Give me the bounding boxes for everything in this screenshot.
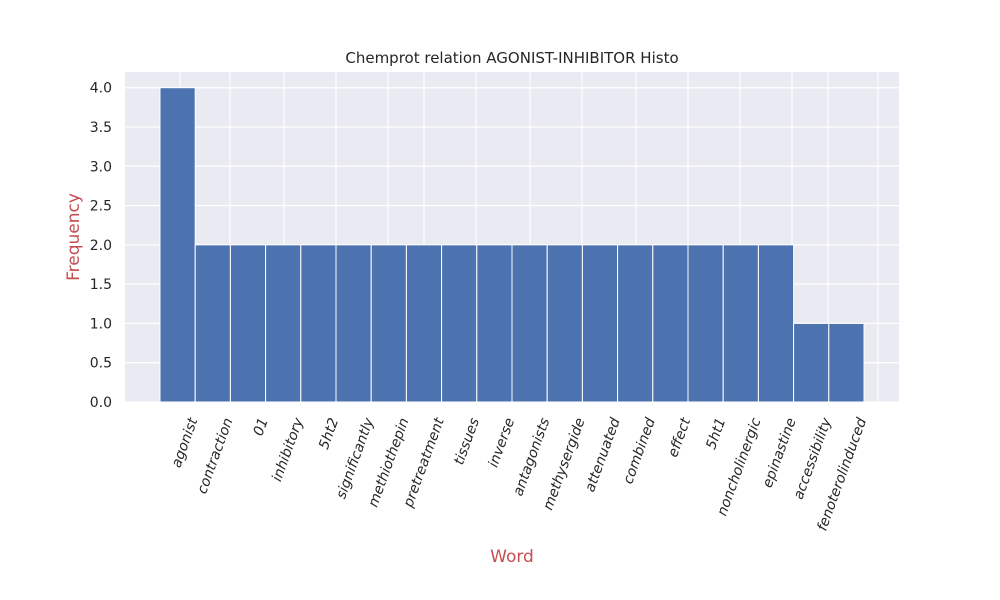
- bar-effect: [652, 244, 689, 403]
- x-tick-label: contraction: [194, 416, 236, 496]
- x-tick-label: inhibitory: [269, 415, 307, 484]
- x-tick-label: 5ht2: [316, 416, 342, 452]
- y-tick-labels: 0.0 0.5 1.0 1.5 2.0 2.5 3.0 3.5 4.0: [90, 81, 112, 411]
- y-axis-label: Frequency: [64, 193, 84, 281]
- y-tick-label: 4.0: [90, 81, 112, 97]
- x-tick-label: 5ht1: [703, 416, 729, 452]
- bar-fenoterolinduced: [828, 322, 865, 403]
- x-tick-label: inverse: [486, 416, 519, 470]
- x-tick-label: combined: [620, 416, 659, 486]
- y-tick-label: 2.0: [90, 238, 112, 254]
- bar-attenuated: [581, 244, 619, 403]
- bar-methiothepin: [370, 244, 407, 403]
- bar-inverse: [476, 244, 513, 403]
- bar-pretreatment: [405, 244, 443, 403]
- y-tick-label: 1.5: [90, 277, 112, 293]
- y-tick-label: 0.0: [90, 395, 112, 411]
- x-tick-label: agonist: [169, 415, 202, 469]
- bar-noncholinergic: [722, 244, 759, 403]
- bar-5ht2: [300, 244, 337, 403]
- chart-title: Chemprot relation AGONIST-INHIBITOR Hist…: [345, 49, 678, 67]
- bar-inhibitory: [265, 244, 302, 403]
- x-tick-label: antagonists: [510, 416, 553, 498]
- x-tick-label: attenuated: [582, 416, 624, 494]
- y-tick-label: 1.0: [90, 316, 112, 332]
- y-tick-label: 3.5: [90, 120, 112, 136]
- x-tick-label: epinastine: [760, 416, 800, 490]
- bars: [159, 87, 865, 403]
- x-tick-label: 01: [251, 416, 272, 438]
- bar-agonist: [159, 87, 196, 403]
- bar-antagonists: [511, 244, 548, 403]
- bar-accessibility: [793, 322, 830, 403]
- bar-combined: [617, 244, 654, 403]
- bar-contraction: [194, 244, 231, 403]
- x-tick-label: tissues: [451, 416, 483, 467]
- bar-tissues: [441, 244, 478, 403]
- x-tick-label: effect: [665, 415, 694, 459]
- y-tick-label: 3.0: [90, 159, 112, 175]
- bar-significantly: [335, 244, 372, 403]
- bar-methysergide: [546, 244, 583, 403]
- x-axis-label: Word: [490, 547, 534, 567]
- bar-01: [229, 244, 267, 403]
- bar-5ht1: [687, 244, 724, 403]
- y-tick-label: 0.5: [90, 356, 112, 372]
- bar-epinastine: [757, 244, 795, 403]
- y-tick-label: 2.5: [90, 199, 112, 215]
